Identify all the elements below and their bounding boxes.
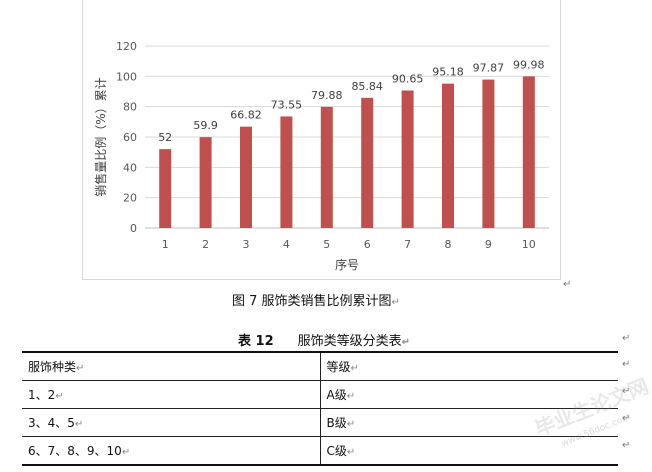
- table-header-row: 服饰种类↵ 等级↵: [22, 351, 618, 381]
- table-header-cell: 服饰种类↵: [22, 351, 321, 381]
- data-label: 95.18: [432, 66, 464, 79]
- paragraph-mark: ↵: [622, 386, 631, 397]
- y-tick-label: 60: [123, 131, 137, 144]
- table-row: 6、7、8、9、10↵ C级↵: [22, 436, 618, 466]
- table-number: 表 12: [238, 334, 274, 349]
- data-label: 90.65: [392, 73, 424, 86]
- x-tick-label: 6: [364, 238, 371, 251]
- table-cell: 1、2↵: [22, 380, 321, 409]
- grade-table: 服饰种类↵ 等级↵ 1、2↵ A级↵ 3、4、5↵ B级↵ 6、7、8、9、10…: [22, 351, 618, 466]
- x-tick-label: 2: [202, 238, 209, 251]
- bar: [320, 106, 333, 228]
- table-header-cell: 等级↵: [320, 351, 618, 381]
- table-cell: A级↵: [320, 380, 618, 409]
- data-label: 73.55: [271, 98, 303, 111]
- table-cell: B级↵: [320, 408, 618, 437]
- figure-caption: 图 7 服饰类销售比例累计图↵: [232, 290, 400, 309]
- bar: [280, 116, 293, 228]
- y-tick-label: 0: [130, 222, 137, 235]
- bar: [199, 137, 212, 228]
- table-cell: 6、7、8、9、10↵: [22, 436, 321, 466]
- data-label: 97.87: [473, 62, 505, 75]
- paragraph-mark: ↵: [401, 337, 411, 348]
- bar: [240, 126, 252, 228]
- x-axis-title: 序号: [335, 257, 359, 272]
- y-tick-label: 100: [116, 70, 137, 83]
- y-tick-label: 40: [123, 161, 137, 174]
- x-tick-label: 1: [162, 238, 169, 251]
- x-tick-label: 4: [283, 238, 290, 251]
- table-cell: 3、4、5↵: [22, 408, 321, 437]
- data-label: 85.84: [351, 80, 383, 93]
- bar: [361, 97, 374, 229]
- bar: [442, 83, 454, 228]
- y-tick-label: 20: [123, 192, 137, 205]
- y-tick-label: 80: [123, 101, 137, 114]
- x-tick-label: 7: [404, 238, 411, 251]
- paragraph-mark: ↵: [622, 413, 631, 424]
- data-label: 79.88: [311, 89, 343, 102]
- figure-caption-text: 图 7 服饰类销售比例累计图: [232, 294, 392, 309]
- paragraph-mark: ↵: [622, 333, 631, 344]
- paragraph-mark: ↵: [622, 440, 631, 451]
- bar: [522, 76, 535, 228]
- x-tick-label: 8: [445, 238, 452, 251]
- paragraph-mark: ↵: [622, 359, 631, 370]
- x-tick-label: 9: [485, 238, 492, 251]
- bar-chart: 0 20 40 60 80 100 120 52 1 59.9 2 66.82 3 73.55 4 79.88…: [93, 40, 549, 272]
- paragraph-mark: ↵: [563, 279, 572, 290]
- x-tick-label: 5: [323, 238, 330, 251]
- table-row: 1、2↵ A级↵: [22, 380, 618, 409]
- table-cell: C级↵: [320, 436, 618, 466]
- x-tick-label: 10: [522, 238, 536, 251]
- y-tick-label: 120: [116, 40, 137, 53]
- data-label: 59.9: [193, 119, 218, 132]
- x-tick-label: 3: [243, 238, 250, 251]
- bar: [159, 149, 172, 228]
- table-name: 服饰类等级分类表: [297, 334, 402, 349]
- data-label: 99.98: [513, 58, 545, 71]
- chart-frame: 0 20 40 60 80 100 120 52 1 59.9 2 66.82 3 73.55 4 79.88…: [82, 0, 561, 280]
- bar: [401, 90, 414, 229]
- bar: [482, 79, 495, 228]
- y-axis-title: 销售量比例（%）累计: [93, 77, 108, 196]
- paragraph-mark: ↵: [391, 297, 400, 308]
- data-label: 52: [158, 131, 172, 144]
- table-row: 3、4、5↵ B级↵: [22, 408, 618, 437]
- table-caption: 表 12 服饰类等级分类表↵: [238, 330, 410, 349]
- data-label: 66.82: [230, 109, 262, 122]
